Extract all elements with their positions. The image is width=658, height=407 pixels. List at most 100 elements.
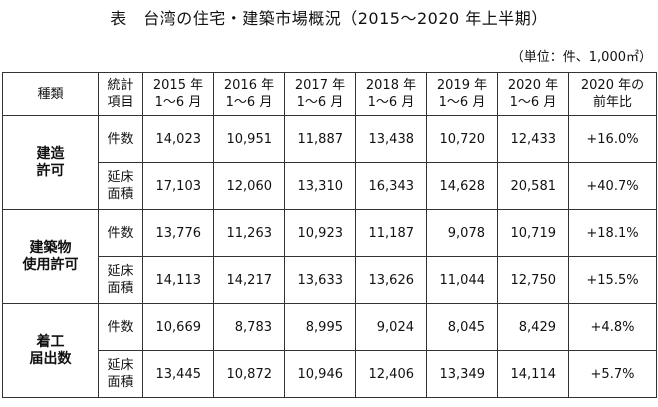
value-cell: 12,750 [497, 256, 569, 304]
header-period-label: 1～6 月 [367, 95, 415, 110]
header-year-label: 2017 年 [294, 78, 346, 93]
value-cell: 13,445 [142, 350, 214, 398]
header-yoy-line2: 前年比 [592, 95, 632, 110]
table-row: 建築物 使用許可 件数 13,776 11,263 10,923 11,187 … [2, 209, 657, 304]
metric-cell: 延床 面積 [98, 162, 143, 210]
header-period-label: 1～6 月 [154, 95, 202, 110]
value-cell: 9,024 [355, 303, 427, 351]
header-year-label: 2018 年 [365, 78, 417, 93]
header-type-label: 種類 [37, 86, 64, 102]
value-cell: 14,023 [142, 115, 214, 163]
value-cell: 14,113 [142, 256, 214, 304]
header-year-2016: 2016 年 1～6 月 [213, 72, 285, 116]
value-cell: 11,887 [284, 115, 356, 163]
category-label-line1: 着工 [36, 333, 65, 350]
value-cell: 12,060 [213, 162, 285, 210]
value-cell: 10,719 [497, 209, 569, 257]
table-row: 延床 面積 13,445 10,872 10,946 12,406 13,349… [3, 350, 657, 398]
metric-label: 件数 [107, 131, 134, 147]
category-label-line1: 建築物 [29, 239, 72, 256]
metric-label-line1: 延床 [107, 358, 134, 373]
metric-label-line2: 面積 [107, 187, 134, 202]
header-year-2020: 2020 年 1～6 月 [497, 72, 569, 116]
value-cell: 12,406 [355, 350, 427, 398]
value-cell: 10,669 [142, 303, 214, 351]
header-year-2017: 2017 年 1～6 月 [284, 72, 356, 116]
value-cell: 9,078 [426, 209, 498, 257]
header-year-label: 2019 年 [436, 78, 488, 93]
header-year-2019: 2019 年 1～6 月 [426, 72, 498, 116]
header-period-label: 1～6 月 [438, 95, 486, 110]
table-title: 表 台湾の住宅・建築市場概況（2015～2020 年上半期） [110, 9, 548, 28]
value-cell: 8,429 [497, 303, 569, 351]
category-label-line2: 届出数 [29, 350, 72, 367]
metric-label-line1: 延床 [107, 264, 134, 279]
yoy-cell: +16.0% [568, 115, 657, 163]
header-period-label: 1～6 月 [225, 95, 273, 110]
header-year-label: 2015 年 [152, 78, 204, 93]
unit-note: （単位：件、1,000㎡） [510, 50, 652, 65]
value-cell: 13,310 [284, 162, 356, 210]
table-row: 延床 面積 17,103 12,060 13,310 16,343 14,628… [3, 162, 657, 210]
value-cell: 13,438 [355, 115, 427, 163]
metric-label: 件数 [107, 225, 134, 241]
header-row: 種類 統計 項目 2015 年 1～6 月 2016 年 1～6 月 2017 … [2, 72, 657, 116]
metric-cell: 延床 面積 [98, 256, 143, 304]
header-stat-line2: 項目 [107, 95, 134, 110]
value-cell: 10,720 [426, 115, 498, 163]
metric-cell: 件数 [98, 115, 143, 163]
category-construction-starts: 着工 届出数 [2, 303, 99, 398]
yoy-cell: +5.7% [568, 350, 657, 398]
value-cell: 8,783 [213, 303, 285, 351]
category-label-line2: 許可 [36, 162, 65, 179]
table-row: 延床 面積 14,113 14,217 13,633 13,626 11,044… [3, 256, 657, 304]
header-period-label: 1～6 月 [509, 95, 557, 110]
metric-label-line2: 面積 [107, 281, 134, 296]
value-cell: 10,923 [284, 209, 356, 257]
category-label-line1: 建造 [36, 145, 65, 162]
header-yoy-line1: 2020 年の [580, 78, 645, 93]
value-cell: 13,776 [142, 209, 214, 257]
header-yoy: 2020 年の 前年比 [568, 72, 657, 116]
category-building-permit: 建造 許可 [2, 115, 99, 210]
value-cell: 14,217 [213, 256, 285, 304]
value-cell: 14,628 [426, 162, 498, 210]
value-cell: 13,626 [355, 256, 427, 304]
table-row: 着工 届出数 件数 10,669 8,783 8,995 9,024 8,045… [2, 303, 657, 398]
header-year-label: 2016 年 [223, 78, 275, 93]
metric-cell: 件数 [98, 209, 143, 257]
value-cell: 8,045 [426, 303, 498, 351]
yoy-cell: +18.1% [568, 209, 657, 257]
metric-label: 件数 [107, 319, 134, 335]
metric-cell: 件数 [98, 303, 143, 351]
header-type: 種類 [2, 72, 99, 116]
value-cell: 13,633 [284, 256, 356, 304]
value-cell: 20,581 [497, 162, 569, 210]
header-stat-line1: 統計 [107, 78, 134, 93]
yoy-cell: +15.5% [568, 256, 657, 304]
value-cell: 14,114 [497, 350, 569, 398]
value-cell: 8,995 [284, 303, 356, 351]
header-period-label: 1～6 月 [296, 95, 344, 110]
metric-label-line2: 面積 [107, 375, 134, 390]
value-cell: 16,343 [355, 162, 427, 210]
value-cell: 17,103 [142, 162, 214, 210]
category-occupancy-permit: 建築物 使用許可 [2, 209, 99, 304]
metric-label-line1: 延床 [107, 170, 134, 185]
market-overview-table: 種類 統計 項目 2015 年 1～6 月 2016 年 1～6 月 2017 … [2, 72, 657, 398]
yoy-cell: +40.7% [568, 162, 657, 210]
header-year-2015: 2015 年 1～6 月 [142, 72, 214, 116]
metric-cell: 延床 面積 [98, 350, 143, 398]
table-row: 建造 許可 件数 14,023 10,951 11,887 13,438 10,… [2, 115, 657, 210]
header-stat-item: 統計 項目 [98, 72, 143, 116]
value-cell: 10,951 [213, 115, 285, 163]
value-cell: 10,946 [284, 350, 356, 398]
header-year-2018: 2018 年 1～6 月 [355, 72, 427, 116]
value-cell: 10,872 [213, 350, 285, 398]
value-cell: 11,263 [213, 209, 285, 257]
header-year-label: 2020 年 [507, 78, 559, 93]
yoy-cell: +4.8% [568, 303, 657, 351]
value-cell: 11,187 [355, 209, 427, 257]
value-cell: 13,349 [426, 350, 498, 398]
value-cell: 12,433 [497, 115, 569, 163]
